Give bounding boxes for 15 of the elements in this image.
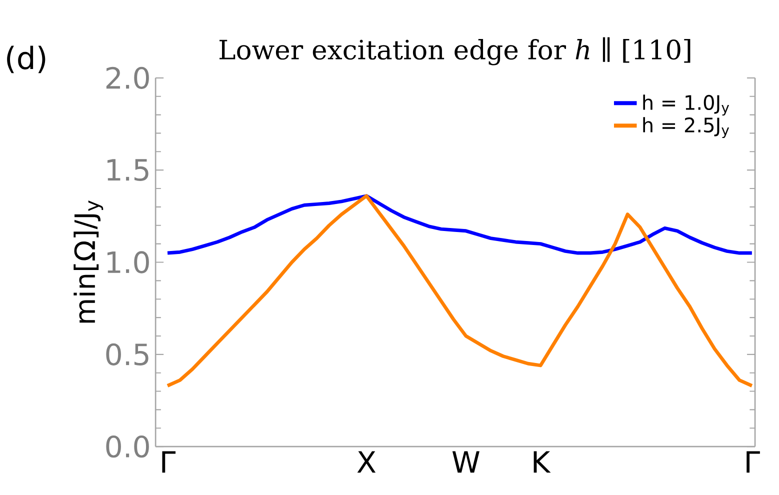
- chart-title: Lower excitation edge for h ∥ [110]: [220, 38, 690, 66]
- legend-label: h = 1.0J$_{y}$: [643, 94, 730, 116]
- x-tick-label: W: [452, 452, 480, 473]
- legend-label: h = 2.5J$_{y}$: [643, 117, 730, 138]
- y-axis-title: min[Ω]/J$_{y}$: [74, 200, 104, 323]
- y-tick-label: 1.5: [107, 159, 148, 182]
- x-tick-label: K: [534, 452, 551, 473]
- y-tick-label: 0.0: [106, 436, 149, 458]
- y-tick-label: 0.5: [106, 344, 148, 366]
- x-tick-label: Γ: [162, 452, 176, 473]
- x-tick-label: Γ: [746, 452, 760, 473]
- y-tick-label: 2.0: [106, 67, 149, 90]
- text: (d): [7, 46, 46, 74]
- y-tick-label: 1.0: [107, 251, 149, 274]
- x-tick-label: X: [357, 452, 376, 473]
